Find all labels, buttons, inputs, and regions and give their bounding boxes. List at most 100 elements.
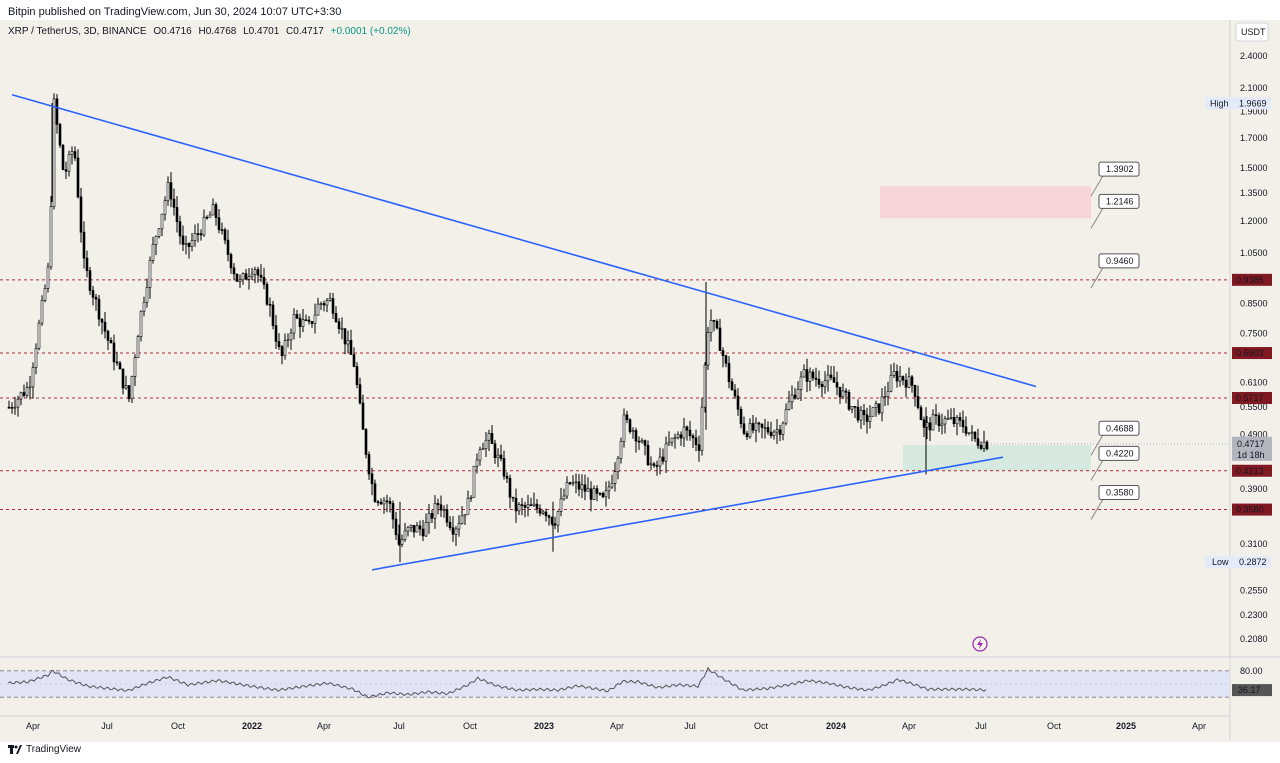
low-value: L0.4701 [243,26,280,37]
candle-body [37,322,41,349]
candle-body [949,417,953,419]
candle-body [481,448,485,450]
trendline[interactable] [11,93,1037,388]
candle-body [244,273,248,280]
price-callout[interactable] [1098,485,1140,501]
candle-body [433,502,437,519]
candle-body [886,390,890,397]
candle-body [784,409,788,424]
candle-body [961,419,965,428]
candle-body [187,242,191,247]
candle-body [499,454,503,459]
currency-button[interactable] [1235,22,1269,42]
candle-body [547,515,551,518]
price-callout[interactable] [1098,193,1140,209]
candle-body [937,415,941,427]
candle-body [946,417,950,420]
time-tick-label: Jul [975,721,987,731]
candle-body [151,244,155,261]
callout-pointer [1090,497,1105,520]
candle-body [586,488,590,492]
price-tick-label: 1.9000 [1240,107,1268,117]
candle-body [85,257,89,271]
candle-body [631,430,635,432]
candle-body [688,429,692,437]
candle-body [208,214,212,218]
candle-body [250,273,254,278]
lightning-icon[interactable] [972,636,988,652]
candle-body [373,483,377,503]
candle-body [505,475,509,479]
candle-body [673,437,677,439]
candle-body [646,445,650,466]
candle-body [64,169,68,172]
candle-body [520,504,524,506]
tradingview-brand[interactable]: TradingView [26,744,82,755]
candle-body [460,515,464,524]
candle-body [940,423,944,427]
candle-body [868,415,872,422]
candle-body [589,488,593,500]
candle-body [436,502,440,506]
candle-body [964,426,968,434]
level-badge-label: 0.6903 [1236,348,1264,358]
candle-body [559,498,563,512]
candle-body [307,319,311,322]
price-tick-label: 0.6100 [1240,378,1268,388]
level-badge [1232,273,1272,286]
candle-body [142,301,146,312]
candle-body [25,387,29,396]
candle-body [883,396,887,398]
candle-body [79,196,83,233]
candle-body [316,303,320,316]
low-label: Low [1212,557,1229,567]
price-callout[interactable] [1098,253,1140,269]
candle-body [511,496,515,499]
symbol-name[interactable]: XRP / TetherUS, 3D, BINANCE [8,26,147,37]
level-badge [1232,503,1272,516]
price-callout[interactable] [1098,445,1140,461]
price-callout-label: 1.2146 [1106,196,1134,206]
candle-body [415,525,419,533]
candle-body [526,504,530,508]
price-tick-label: 1.0500 [1240,248,1268,258]
candle-body [835,382,839,388]
candle-body [367,454,371,475]
time-tick-label: 2023 [534,721,554,731]
candle-body [451,527,455,535]
candle-body [274,325,278,342]
trendline[interactable] [371,456,1004,571]
candle-body [127,385,131,400]
price-callout[interactable] [1098,161,1140,177]
candle-body [466,498,470,515]
candle-body [346,340,350,345]
candle-body [721,350,725,357]
candle-body [475,459,479,467]
candle-body [202,216,206,236]
candle-body [892,371,896,376]
rsi-upper-label: 80.00 [1240,666,1263,676]
high-value: 1.9669 [1239,98,1267,108]
candle-body [742,423,746,434]
candle-body [271,304,275,326]
price-callout[interactable] [1098,420,1140,436]
time-tick-label: Apr [902,721,916,731]
candle-body [94,296,98,300]
candle-body [895,371,899,382]
candle-body [952,417,956,425]
level-badge [1232,347,1272,360]
candle-body [793,394,797,399]
candle-body [712,320,716,322]
candle-body [514,497,518,512]
candle-body [184,242,188,245]
candle-body [40,300,44,324]
price-tick-label: 0.3900 [1240,484,1268,494]
candle-body [478,449,482,461]
change-value: +0.0001 (+0.02%) [330,26,411,37]
candle-body [340,328,344,330]
candle-body [760,423,764,428]
candle-body [370,473,374,485]
candle-body [118,362,122,370]
candle-body [565,482,569,497]
